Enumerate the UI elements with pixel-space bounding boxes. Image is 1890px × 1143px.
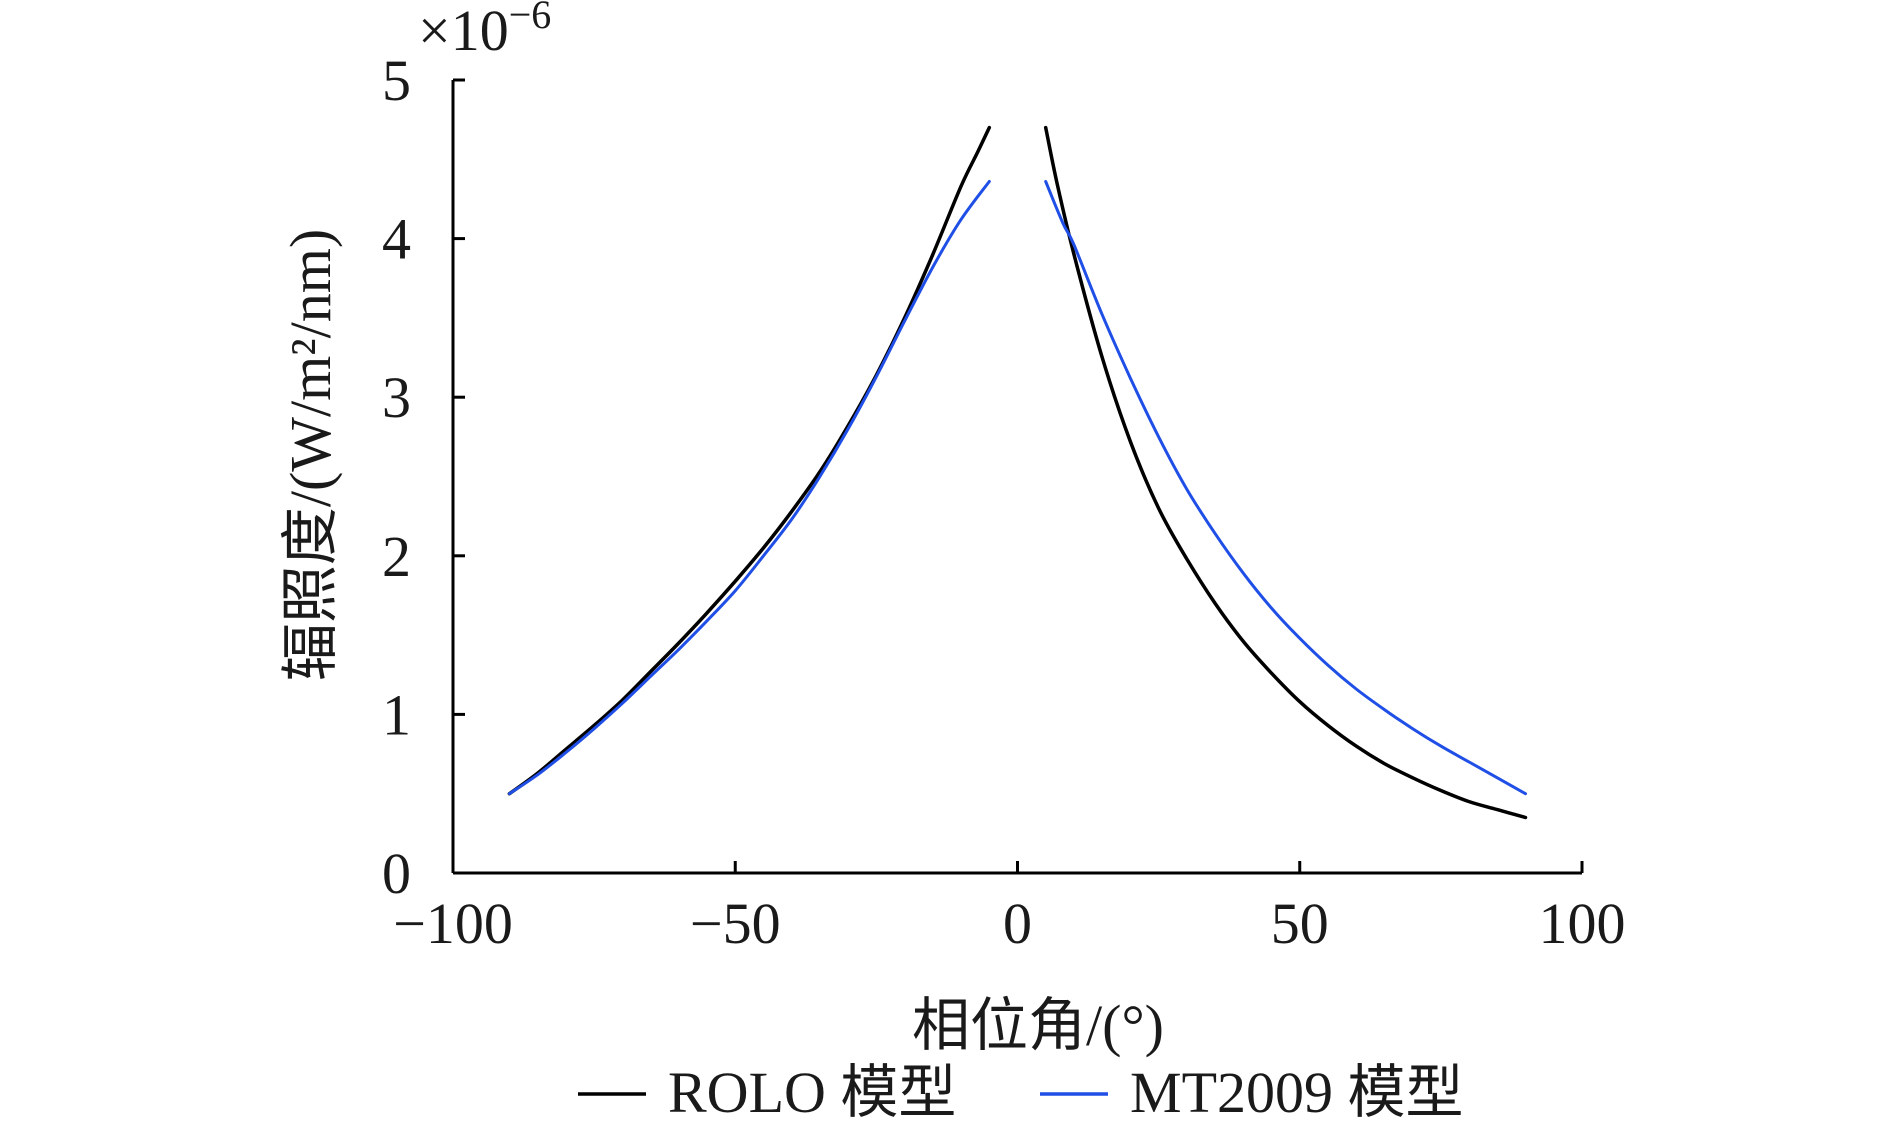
legend-item: MT2009 模型 (1040, 1060, 1464, 1125)
x-ticks: −100 −50 0 50 100 (393, 861, 1626, 956)
series-layer (507, 125, 1528, 820)
legend: ROLO 模型 MT2009 模型 (578, 1060, 1464, 1125)
x-axis-title: 相位角/(°) (912, 993, 1164, 1058)
y-ticks: 0 1 2 3 4 5 (382, 48, 465, 906)
y-axis-multiplier-exponent: −6 (509, 0, 552, 37)
y-tick-label: 2 (382, 524, 411, 589)
y-axis-multiplier: ×10−6 (418, 0, 551, 63)
y-axis-title: 辐照度/(W/m²/nm) (278, 229, 343, 681)
y-tick-label: 5 (382, 48, 411, 113)
x-tick-label: 100 (1539, 891, 1626, 956)
y-tick-label: 1 (382, 682, 411, 747)
x-tick-label: −100 (393, 891, 513, 956)
legend-label: MT2009 模型 (1130, 1060, 1464, 1125)
y-tick-label: 4 (382, 207, 411, 272)
x-tick-label: 50 (1271, 891, 1329, 956)
legend-label: ROLO 模型 (668, 1060, 956, 1125)
legend-item: ROLO 模型 (578, 1060, 956, 1125)
series-line-negative (507, 180, 991, 796)
x-tick-label: −50 (690, 891, 781, 956)
y-tick-label: 3 (382, 365, 411, 430)
series-line-positive (1044, 180, 1527, 796)
y-tick-label: 0 (382, 841, 411, 906)
axes (451, 80, 1582, 875)
series-mt2009 (507, 180, 1527, 796)
series-line-negative (507, 125, 992, 796)
series-rolo (507, 125, 1528, 820)
x-tick-label: 0 (1003, 891, 1032, 956)
series-line-positive (1043, 125, 1528, 820)
